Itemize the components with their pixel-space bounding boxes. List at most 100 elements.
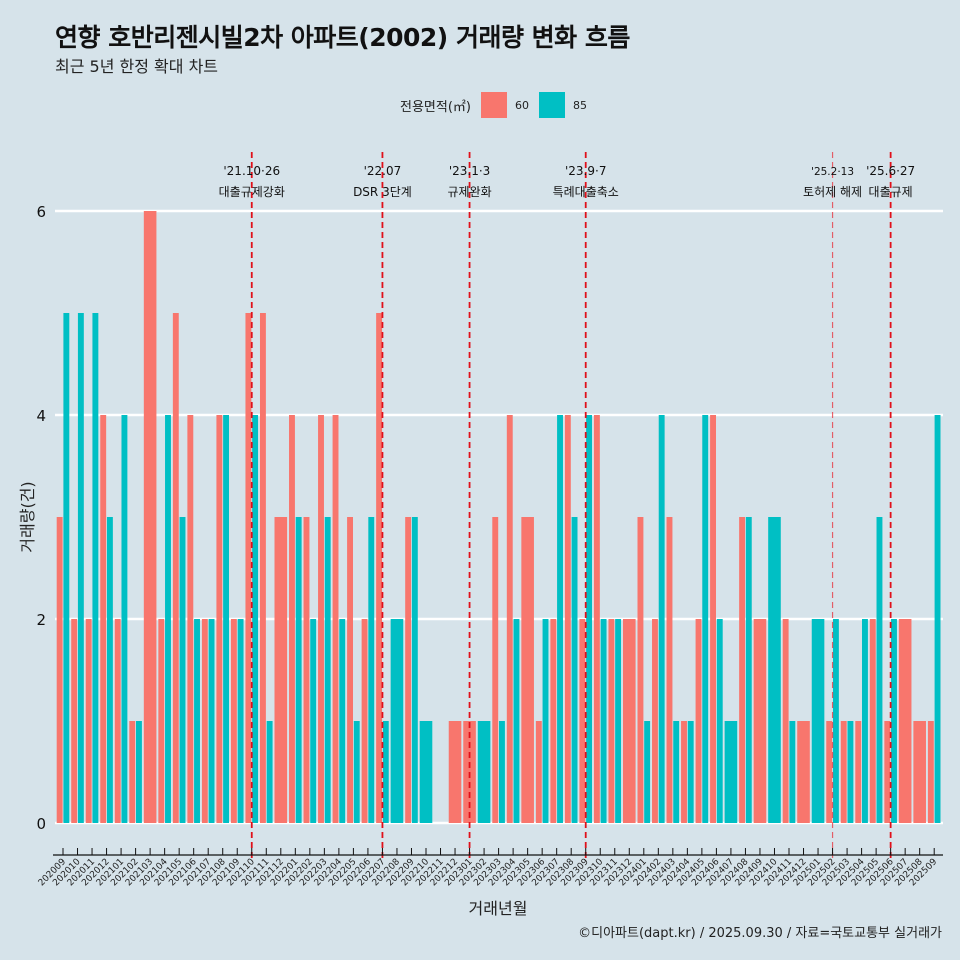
bar-202502-60 bbox=[826, 721, 833, 823]
bar-202406-85 bbox=[716, 619, 723, 823]
x-axis-title: 거래년월 bbox=[469, 899, 528, 918]
bar-202009-85 bbox=[63, 313, 70, 823]
bar-202506-60 bbox=[884, 721, 891, 823]
bar-202207-85 bbox=[382, 721, 389, 823]
bar-202108-60 bbox=[216, 415, 223, 823]
y-tick-label: 4 bbox=[36, 407, 46, 425]
legend-label-60: 60 bbox=[514, 98, 529, 112]
bar-202101-85 bbox=[121, 415, 128, 823]
bar-202204-60 bbox=[332, 415, 339, 823]
bar-202406-60 bbox=[710, 415, 716, 823]
bar-202503-60 bbox=[840, 721, 847, 823]
bar-202401-85 bbox=[644, 721, 651, 823]
bar-202302-85 bbox=[477, 721, 491, 823]
event-label: 대출규제강화 bbox=[219, 185, 285, 199]
chart-title: 연향 호반리젠시빌2차 아파트(2002) 거래량 변화 흐름 bbox=[55, 23, 630, 52]
bar-202303-60 bbox=[492, 517, 499, 823]
bar-202403-60 bbox=[666, 517, 673, 823]
y-axis-ticks: 0 2 4 6 bbox=[36, 203, 46, 833]
bar-202110-60 bbox=[245, 313, 252, 823]
bars bbox=[56, 211, 941, 823]
bar-202206-85 bbox=[368, 517, 375, 823]
bar-202303-85 bbox=[499, 721, 505, 823]
event-date: '25.6·27 bbox=[866, 164, 915, 178]
bar-202304-85 bbox=[513, 619, 520, 823]
bar-202405-85 bbox=[702, 415, 709, 823]
bar-202308-85 bbox=[571, 517, 578, 823]
bar-202411-85 bbox=[789, 721, 796, 823]
chart-subtitle: 최근 5년 한정 확대 차트 bbox=[55, 57, 219, 76]
bar-202108-85 bbox=[223, 415, 230, 823]
bar-202104-60 bbox=[158, 619, 165, 823]
legend: 전용면적(㎡) 60 85 bbox=[400, 92, 597, 118]
bar-202506-85 bbox=[891, 619, 897, 823]
bar-202203-60 bbox=[318, 415, 324, 823]
bar-202401-60 bbox=[637, 517, 644, 823]
bar-202012-85 bbox=[106, 517, 113, 823]
bar-202310-85 bbox=[600, 619, 607, 823]
bar-202411-60 bbox=[782, 619, 789, 823]
bar-202110-85 bbox=[252, 415, 259, 823]
event-label: DSR 3단계 bbox=[353, 185, 412, 199]
bar-202103-60 bbox=[143, 211, 157, 823]
bar-202112-60 bbox=[274, 517, 288, 823]
bar-202205-85 bbox=[353, 721, 360, 823]
bar-202206-60 bbox=[361, 619, 368, 823]
bar-202409-60 bbox=[753, 619, 767, 823]
y-tick-label: 6 bbox=[36, 203, 46, 221]
bar-202210-85 bbox=[419, 721, 433, 823]
bar-202203-85 bbox=[324, 517, 331, 823]
bar-202504-85 bbox=[862, 619, 868, 823]
bar-202201-60 bbox=[289, 415, 295, 823]
bar-202202-85 bbox=[310, 619, 317, 823]
bar-202505-60 bbox=[869, 619, 876, 823]
bar-202404-85 bbox=[687, 721, 694, 823]
event-label: 규제완화 bbox=[447, 185, 491, 199]
bar-202403-85 bbox=[673, 721, 680, 823]
bar-202408-85 bbox=[745, 517, 752, 823]
bar-202105-60 bbox=[172, 313, 179, 823]
bar-202102-60 bbox=[129, 721, 136, 823]
bar-202311-60 bbox=[608, 619, 615, 823]
event-date: '25.2·13 bbox=[811, 166, 854, 178]
bar-202207-60 bbox=[376, 313, 383, 823]
bar-202311-85 bbox=[615, 619, 622, 823]
x-axis: 2020092020102020112020122021012021022021… bbox=[37, 848, 943, 888]
bar-202503-85 bbox=[847, 721, 854, 823]
bar-202508-60 bbox=[913, 721, 926, 823]
bar-202502-85 bbox=[832, 619, 839, 823]
bar-202209-60 bbox=[405, 517, 412, 823]
legend-title: 전용면적(㎡) bbox=[400, 99, 471, 115]
bar-202101-60 bbox=[114, 619, 121, 823]
event-label: 특례대출축소 bbox=[553, 185, 619, 199]
bar-202509-85 bbox=[934, 415, 941, 823]
bar-202307-60 bbox=[550, 619, 557, 823]
bar-202010-85 bbox=[77, 313, 84, 823]
bar-202011-85 bbox=[92, 313, 99, 823]
bar-202209-85 bbox=[411, 517, 418, 823]
bar-202310-60 bbox=[593, 415, 600, 823]
event-date: '22.07 bbox=[364, 164, 402, 178]
bar-202208-85 bbox=[390, 619, 404, 823]
bar-202402-60 bbox=[652, 619, 658, 823]
bar-202010-60 bbox=[71, 619, 78, 823]
bar-202407-85 bbox=[724, 721, 738, 823]
bar-202104-85 bbox=[165, 415, 171, 823]
bar-202408-60 bbox=[739, 517, 746, 823]
bar-202106-60 bbox=[187, 415, 194, 823]
bar-202201-85 bbox=[295, 517, 302, 823]
bar-202109-60 bbox=[230, 619, 237, 823]
bar-202012-60 bbox=[100, 415, 107, 823]
footer-credit: ©디아파트(dapt.kr) / 2025.09.30 / 자료=국토교통부 실… bbox=[578, 926, 942, 941]
bar-202305-60 bbox=[521, 517, 534, 823]
y-axis-title: 거래량(건) bbox=[18, 481, 37, 552]
bar-202106-85 bbox=[194, 619, 200, 823]
bar-202205-60 bbox=[347, 517, 353, 823]
bar-202009-60 bbox=[56, 517, 63, 823]
bar-202307-85 bbox=[557, 415, 563, 823]
bar-202309-85 bbox=[586, 415, 593, 823]
bar-202202-60 bbox=[303, 517, 310, 823]
legend-label-85: 85 bbox=[572, 98, 587, 112]
bar-202306-85 bbox=[542, 619, 549, 823]
